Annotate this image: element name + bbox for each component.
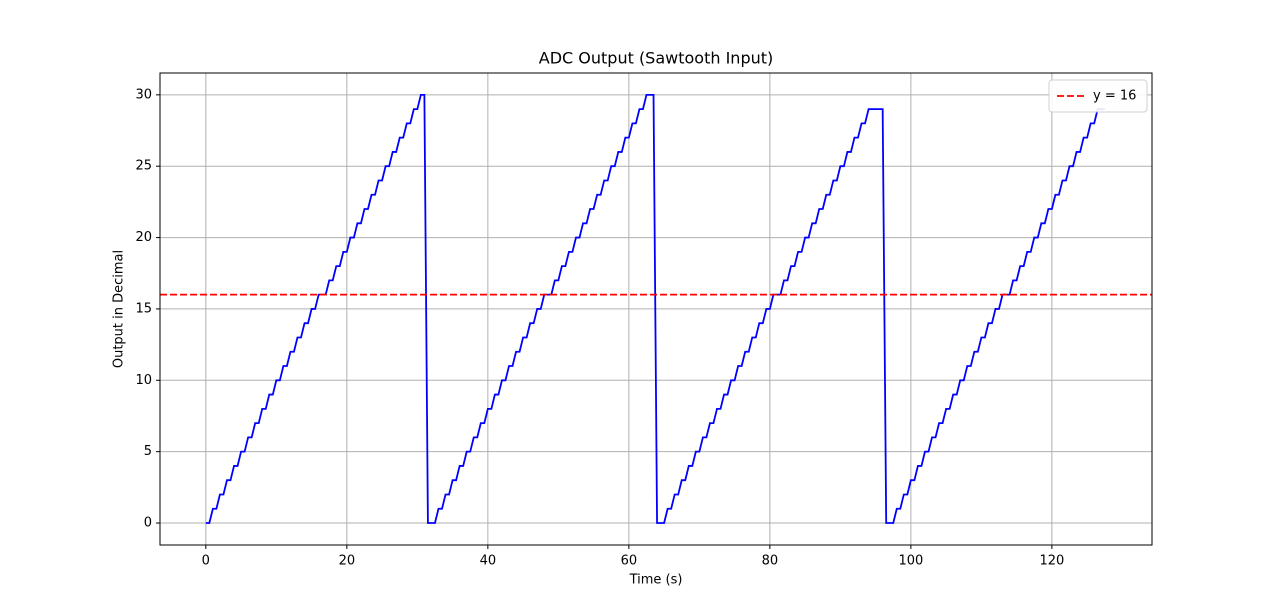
y-tick-label: 25: [135, 159, 152, 174]
y-tick-label: 30: [135, 87, 152, 102]
y-tick-label: 15: [135, 301, 152, 316]
x-tick-label: 60: [621, 554, 638, 569]
x-tick-label: 100: [898, 554, 923, 569]
x-tick-label: 40: [480, 554, 497, 569]
y-tick-label: 20: [135, 230, 152, 245]
chart-title: ADC Output (Sawtooth Input): [539, 49, 774, 68]
x-axis-label: Time (s): [629, 573, 683, 588]
legend-label: y = 16: [1093, 89, 1136, 104]
x-tick-label: 20: [339, 554, 356, 569]
y-tick-label: 10: [135, 373, 152, 388]
legend-box: [1048, 79, 1148, 113]
plot-frame: [159, 72, 1153, 546]
data-line: [205, 93, 1105, 524]
y-axis-label: Output in Decimal: [112, 250, 127, 368]
x-tick-label: 80: [762, 554, 779, 569]
y-tick-label: 0: [144, 516, 152, 531]
x-tick-label: 120: [1039, 554, 1064, 569]
x-tick-label: 0: [202, 554, 210, 569]
y-tick-label: 5: [144, 444, 152, 459]
